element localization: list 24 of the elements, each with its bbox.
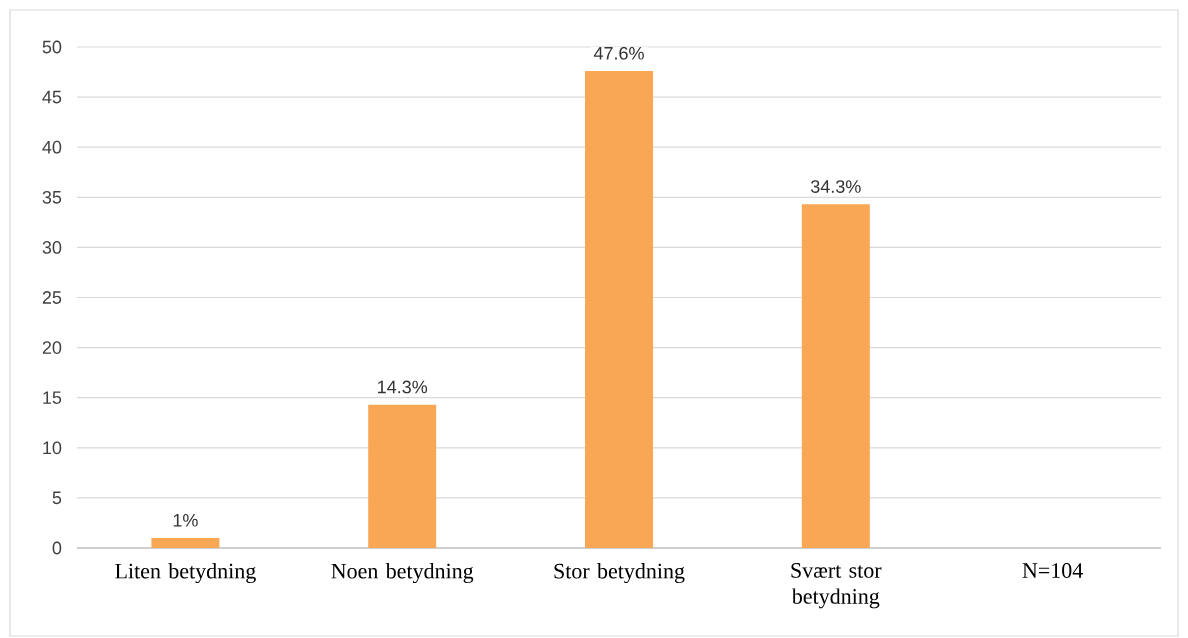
x-tick-label: N=104 <box>1022 563 1083 578</box>
x-tick-label: Noen betydning <box>331 563 474 584</box>
y-tick-label: 10 <box>43 441 62 455</box>
bar <box>368 404 437 548</box>
y-tick-label: 40 <box>42 140 62 154</box>
y-tick-label: 0 <box>52 541 62 555</box>
y-tick-label: 50 <box>42 40 62 54</box>
data-label: 14.3% <box>378 380 428 394</box>
data-label: 1% <box>173 513 198 527</box>
x-tick-label: Svært stor betydning <box>791 563 882 609</box>
y-tick-label: 45 <box>42 90 62 104</box>
x-tick-label: Liten betydning <box>115 563 256 584</box>
bar <box>801 204 870 548</box>
y-tick-label: 30 <box>42 241 62 254</box>
y-tick-label: 15 <box>43 391 62 404</box>
data-label: 47.6% <box>593 46 644 60</box>
y-tick-label: 20 <box>42 341 62 354</box>
y-tick-label: 5 <box>52 491 62 505</box>
y-tick-label: 25 <box>42 291 62 304</box>
data-label: 34.3% <box>810 180 861 193</box>
y-tick-label: 35 <box>42 190 62 204</box>
bar <box>151 537 220 548</box>
bar <box>585 71 654 548</box>
x-tick-label: Stor betydning <box>554 563 685 584</box>
